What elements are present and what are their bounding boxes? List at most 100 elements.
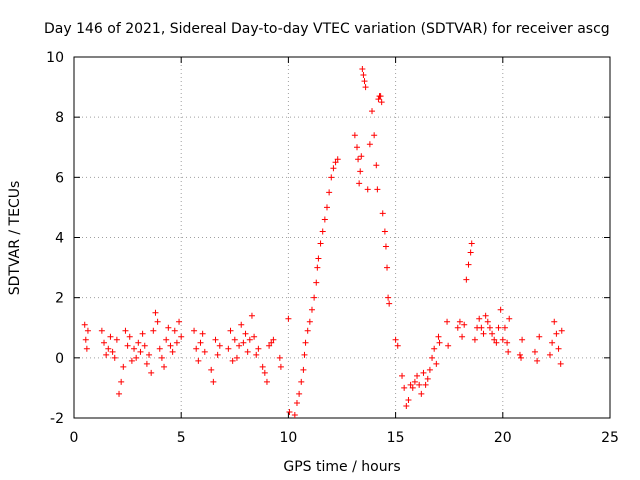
data-point — [321, 216, 328, 223]
data-point — [120, 363, 127, 370]
data-point — [208, 366, 215, 373]
data-point — [227, 327, 234, 334]
data-point — [499, 336, 506, 343]
data-point — [291, 411, 298, 418]
data-point — [478, 324, 485, 331]
y-tick-label: 0 — [55, 351, 64, 367]
data-point — [497, 306, 504, 313]
data-point — [135, 339, 142, 346]
data-point — [519, 336, 526, 343]
data-point — [178, 333, 185, 340]
data-point — [152, 309, 159, 316]
data-point — [255, 345, 262, 352]
data-point — [558, 327, 565, 334]
data-point — [143, 360, 150, 367]
data-point — [355, 156, 362, 163]
data-point — [173, 339, 180, 346]
data-point — [98, 327, 105, 334]
data-point — [445, 342, 452, 349]
data-point — [156, 345, 163, 352]
x-tick-label: 25 — [601, 430, 619, 446]
data-point — [154, 318, 161, 325]
data-point — [411, 378, 418, 385]
data-point — [378, 99, 385, 106]
data-point — [371, 132, 378, 139]
data-point — [315, 255, 322, 262]
data-point — [319, 228, 326, 235]
data-point — [356, 180, 363, 187]
grid-lines — [74, 57, 610, 418]
data-point — [122, 327, 129, 334]
data-point — [266, 342, 273, 349]
data-point — [401, 384, 408, 391]
x-tick-label: 20 — [494, 430, 512, 446]
data-point — [176, 318, 183, 325]
data-point — [359, 66, 366, 73]
data-point — [210, 378, 217, 385]
y-tick-label: 10 — [46, 50, 64, 66]
data-point — [302, 339, 309, 346]
x-tick-label: 15 — [387, 430, 405, 446]
data-point — [426, 366, 433, 373]
data-point — [323, 204, 330, 211]
data-point — [516, 351, 523, 358]
data-point — [109, 348, 116, 355]
data-point — [163, 336, 170, 343]
data-point — [167, 342, 174, 349]
data-point — [536, 333, 543, 340]
data-point — [546, 351, 553, 358]
data-point — [463, 276, 470, 283]
axis-ticks: 0 5 10 15 20 25 -2 0 2 4 6 8 10 — [46, 50, 619, 446]
data-point — [382, 243, 389, 250]
data-point — [394, 342, 401, 349]
data-point — [328, 174, 335, 181]
data-point — [298, 378, 305, 385]
data-point — [139, 330, 146, 337]
data-point — [261, 369, 268, 376]
data-point — [126, 333, 133, 340]
data-point — [384, 264, 391, 271]
x-tick-label: 5 — [177, 430, 186, 446]
data-point — [518, 354, 525, 361]
data-point — [377, 93, 384, 100]
data-point — [465, 261, 472, 268]
data-point — [286, 408, 293, 415]
data-point — [416, 381, 423, 388]
data-point — [491, 336, 498, 343]
data-point — [420, 369, 427, 376]
data-point — [461, 321, 468, 328]
data-point — [364, 186, 371, 193]
data-point — [385, 294, 392, 301]
data-point — [444, 318, 451, 325]
data-point — [146, 351, 153, 358]
data-point — [357, 168, 364, 175]
data-point — [124, 342, 131, 349]
data-point — [259, 363, 266, 370]
data-point — [334, 156, 341, 163]
data-point — [101, 339, 108, 346]
data-point — [113, 336, 120, 343]
data-point — [418, 390, 425, 397]
data-point — [311, 294, 318, 301]
data-point — [375, 96, 382, 103]
data-point — [531, 348, 538, 355]
data-point — [555, 345, 562, 352]
data-point — [399, 372, 406, 379]
data-point — [197, 339, 204, 346]
x-tick-label: 10 — [279, 430, 297, 446]
data-point — [244, 348, 251, 355]
data-point — [361, 78, 368, 85]
data-point — [285, 315, 292, 322]
data-point — [306, 318, 313, 325]
data-point — [467, 249, 474, 256]
data-point — [354, 144, 361, 151]
data-point — [171, 327, 178, 334]
data-point — [238, 321, 245, 328]
data-point — [436, 339, 443, 346]
data-point — [326, 189, 333, 196]
data-point — [386, 300, 393, 307]
data-point — [431, 345, 438, 352]
data-point — [330, 165, 337, 172]
data-point — [133, 354, 140, 361]
